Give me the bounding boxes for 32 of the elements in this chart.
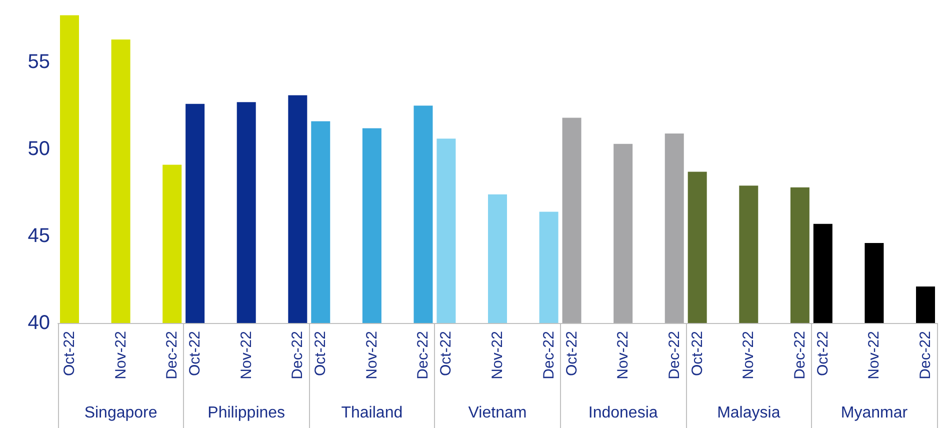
text: Nov-22 (363, 331, 380, 380)
text: Oct-22 (186, 331, 204, 376)
text: Nov-22 (740, 331, 758, 380)
text: Oct-22 (312, 331, 330, 376)
text: Oct-22 (60, 331, 78, 376)
y-tick-label: 50 (28, 138, 50, 160)
x-tick-label: Singapore (84, 404, 158, 422)
x-tick-label: Thailand (341, 404, 403, 422)
y-tick-label: 45 (28, 225, 50, 248)
x-tick-label: Malaysia (717, 404, 780, 422)
y-tick-label: 55 (28, 51, 50, 74)
y-tick-label: 40 (28, 312, 50, 334)
text: Nov-22 (614, 331, 632, 380)
text: Nov-22 (112, 331, 130, 380)
x-tick-label: Philippines (208, 404, 286, 422)
text: Dec-22 (414, 331, 432, 380)
text: Oct-22 (814, 331, 832, 376)
text: Nov-22 (866, 331, 883, 380)
text: Dec-22 (289, 331, 306, 380)
text: Dec-22 (164, 331, 181, 380)
x-tick-label: Myanmar (840, 404, 908, 422)
text: Dec-22 (917, 331, 934, 380)
text: Dec-22 (540, 331, 558, 380)
x-tick-label: Indonesia (588, 404, 658, 422)
text: Dec-22 (666, 331, 683, 380)
text: Nov-22 (238, 331, 255, 380)
text: Nov-22 (489, 331, 506, 380)
text: Oct-22 (438, 331, 455, 376)
text: Oct-22 (688, 331, 706, 376)
text: Oct-22 (563, 331, 580, 376)
text: Dec-22 (791, 331, 808, 380)
x-tick-label: Vietnam (468, 404, 527, 422)
